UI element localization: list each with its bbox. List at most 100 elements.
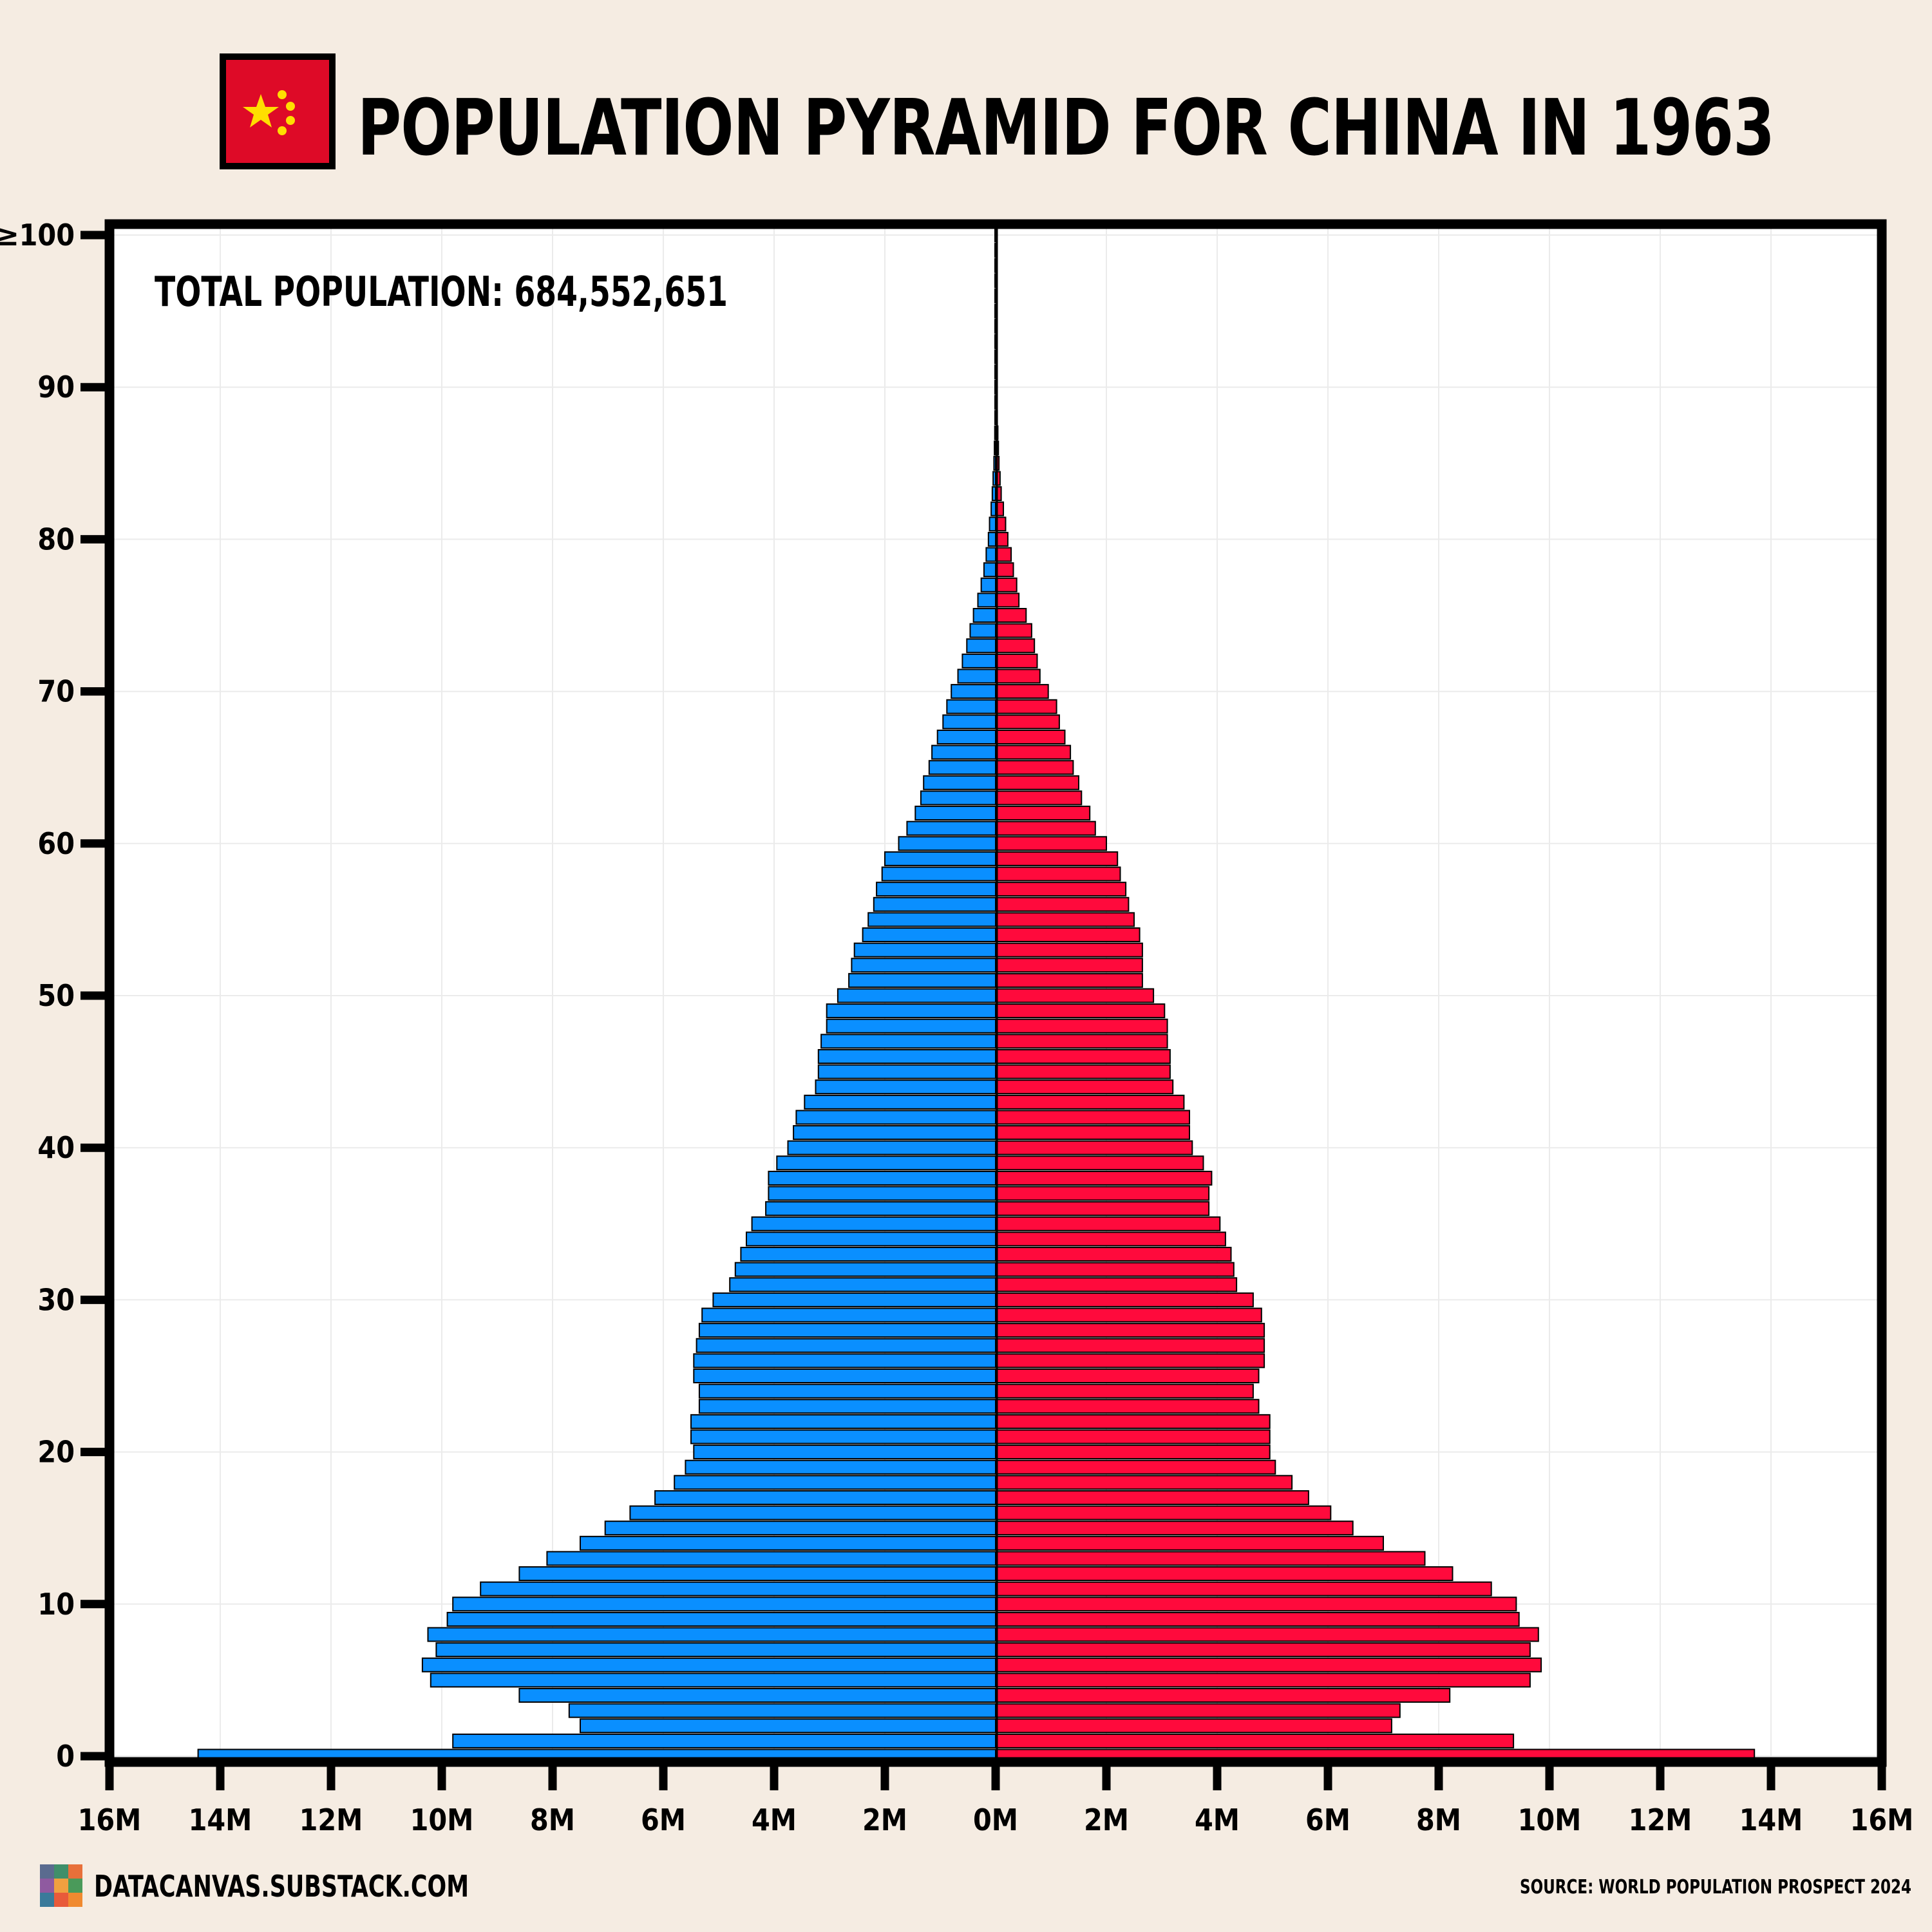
bar-right-age-12 [995, 1566, 1454, 1582]
bar-left-age-20 [693, 1444, 997, 1460]
bar-right-age-75 [995, 608, 1027, 623]
bar-right-age-25 [995, 1368, 1260, 1383]
bar-right-age-48 [995, 1018, 1168, 1034]
x-tick-label: 6M [641, 1803, 686, 1837]
footer: DATACANVAS.SUBSTACK.COM SOURCE: WORLD PO… [40, 1864, 1911, 1907]
bar-right-age-24 [995, 1383, 1254, 1399]
bar-left-age-64 [923, 775, 996, 790]
bar-left-age-69 [946, 699, 996, 714]
bar-right-age-54 [995, 927, 1141, 943]
bar-right-age-70 [995, 684, 1049, 699]
x-axis: 16M 14M 12M 10M 8M 6M 4M 2M 0M 2M 4M 6M 8M 10M 12M 14M 1… [78, 1762, 1914, 1837]
y-tick-label: 0 [56, 1739, 75, 1774]
x-tick-label: 16M [1850, 1803, 1914, 1837]
bar-right-age-14 [995, 1535, 1384, 1551]
bar-left-age-78 [983, 562, 996, 578]
bar-right-age-8 [995, 1627, 1539, 1642]
bar-left-age-77 [980, 577, 997, 592]
x-tick-label: 4M [752, 1803, 797, 1837]
bar-right-age-65 [995, 760, 1074, 775]
bar-right-age-20 [995, 1444, 1271, 1460]
chart-title: POPULATION PYRAMID FOR CHINA IN 1963 [357, 84, 1774, 173]
bar-right-age-51 [995, 972, 1143, 988]
bar-left-age-16 [629, 1505, 996, 1520]
y-axis: 0 10 20 30 40 50 60 70 80 90 ≥100 [0, 218, 109, 1774]
y-tick-label: 10 [37, 1587, 75, 1622]
bar-right-age-30 [995, 1292, 1254, 1307]
footer-site-link[interactable]: DATACANVAS.SUBSTACK.COM [94, 1869, 469, 1904]
bar-left-age-27 [696, 1338, 996, 1353]
bar-left-age-6 [421, 1657, 996, 1672]
header: POPULATION PYRAMID FOR CHINA IN 1963 [220, 53, 1775, 173]
bar-left-age-14 [580, 1535, 996, 1551]
bar-left-age-47 [820, 1034, 996, 1049]
bar-left-age-76 [977, 592, 996, 608]
y-tick-label: 70 [37, 674, 75, 709]
bar-left-age-13 [546, 1551, 996, 1566]
bar-right-age-6 [995, 1657, 1542, 1672]
bar-left-age-68 [942, 714, 997, 730]
bar-right-age-40 [995, 1140, 1193, 1155]
bar-left-age-57 [876, 882, 996, 897]
bar-right-age-49 [995, 1003, 1166, 1019]
bar-right-age-67 [995, 729, 1066, 744]
bar-right-age-73 [995, 638, 1036, 654]
bar-right-age-35 [995, 1216, 1221, 1231]
bar-right-age-57 [995, 882, 1127, 897]
bar-right-age-62 [995, 806, 1091, 821]
bar-left-age-56 [873, 896, 997, 912]
bar-right-age-68 [995, 714, 1060, 730]
x-tick-label: 16M [78, 1803, 142, 1837]
bar-right-age-76 [995, 592, 1020, 608]
bar-left-age-30 [712, 1292, 997, 1307]
bar-left-age-71 [957, 668, 997, 684]
bar-left-age-46 [817, 1048, 997, 1064]
bar-left-age-74 [969, 623, 996, 638]
bar-right-age-32 [995, 1262, 1235, 1277]
bar-left-age-33 [740, 1247, 997, 1262]
bar-right-age-71 [995, 668, 1041, 684]
bar-left-age-28 [698, 1323, 997, 1338]
bar-left-age-42 [795, 1110, 997, 1125]
x-tick-label: 14M [189, 1803, 252, 1837]
bar-left-age-19 [685, 1459, 997, 1475]
y-tick-label: 20 [37, 1435, 75, 1470]
y-tick-label: 30 [37, 1282, 75, 1317]
bar-left-age-10 [452, 1596, 996, 1612]
x-tick-label: 14M [1739, 1803, 1803, 1837]
male-bars [197, 227, 997, 1764]
bar-right-age-15 [995, 1520, 1354, 1536]
bar-right-age-63 [995, 790, 1083, 806]
bar-right-age-44 [995, 1079, 1174, 1095]
bar-right-age-38 [995, 1170, 1213, 1186]
bar-left-age-5 [430, 1672, 996, 1688]
y-tick-label: 90 [37, 370, 75, 404]
bar-left-age-53 [853, 942, 996, 958]
x-tick-label: 12M [299, 1803, 363, 1837]
bar-left-age-22 [690, 1414, 996, 1429]
x-tick-label: 2M [862, 1803, 907, 1837]
bar-right-age-55 [995, 912, 1135, 927]
bar-left-age-55 [867, 912, 996, 927]
bar-right-age-43 [995, 1094, 1185, 1110]
bar-left-age-12 [518, 1566, 996, 1582]
bar-right-age-53 [995, 942, 1143, 958]
bar-left-age-73 [966, 638, 997, 654]
bar-left-age-45 [817, 1064, 997, 1079]
bar-right-age-60 [995, 836, 1107, 851]
bar-left-age-67 [936, 729, 996, 744]
bar-left-age-60 [898, 836, 996, 851]
bar-right-age-47 [995, 1034, 1168, 1049]
x-tick-label: 4M [1195, 1803, 1240, 1837]
bar-left-age-49 [826, 1003, 996, 1019]
bar-left-age-15 [604, 1520, 996, 1536]
bar-left-age-41 [793, 1125, 996, 1141]
bar-left-age-63 [920, 790, 997, 806]
bar-left-age-75 [972, 608, 996, 623]
bar-right-age-77 [995, 577, 1018, 592]
x-tick-label: 2M [1084, 1803, 1129, 1837]
bar-left-age-18 [674, 1475, 996, 1490]
bar-right-age-10 [995, 1596, 1517, 1612]
bar-right-age-56 [995, 896, 1130, 912]
